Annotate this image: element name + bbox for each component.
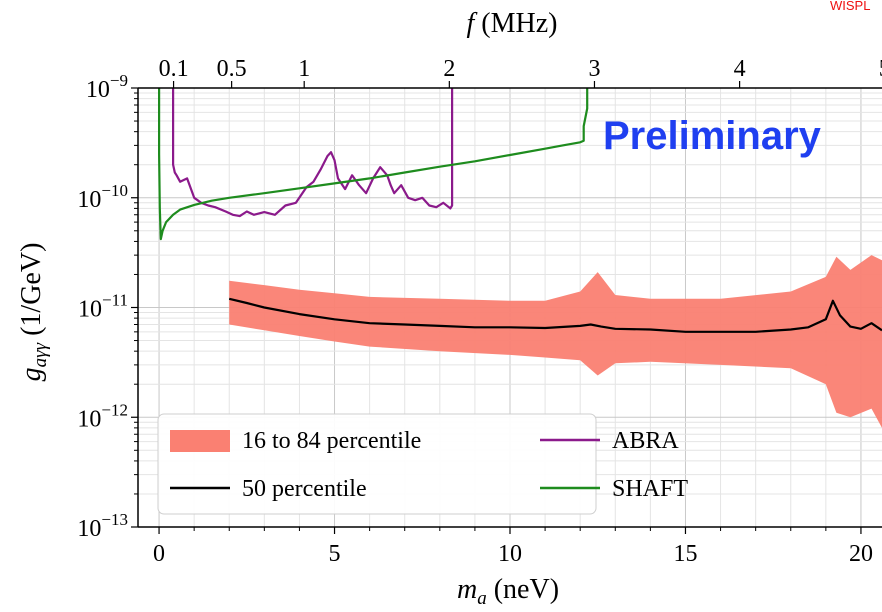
y-tick-label: 10−10 — [77, 181, 128, 213]
watermark-text: WISPL — [830, 0, 870, 13]
legend: 16 to 84 percentile 50 percentile ABRA SHAF… — [157, 413, 688, 515]
x-tick-label: 15 — [673, 541, 697, 567]
y-tick-label: 10−12 — [77, 400, 128, 432]
legend-swatch-16-to-84-percentile — [170, 430, 230, 452]
series-line-abra — [172, 88, 454, 218]
plot-area — [158, 88, 882, 428]
legend-box — [157, 413, 597, 515]
top-tick-label: 0.1 — [159, 56, 189, 82]
x-tick-label: 20 — [849, 541, 873, 567]
legend-label-16-to-84-percentile: 16 to 84 percentile — [242, 428, 421, 454]
axes: 0 5 10 15 20 10−13 10−12 10−11 10−10 10−9 0.1 0.5 1 2… — [77, 56, 882, 567]
top-tick-label: 3 — [588, 56, 600, 82]
x-tick-label: 10 — [498, 541, 522, 567]
series-line-shaft — [158, 88, 589, 241]
top-x-axis-label: f (MHz) — [467, 8, 558, 39]
top-tick-label: 5 — [879, 56, 882, 82]
y-tick-label: 10−9 — [86, 71, 128, 103]
annotation-preliminary: Preliminary — [603, 114, 822, 158]
x-tick-label: 0 — [153, 541, 165, 567]
top-tick-label: 1 — [298, 56, 310, 82]
legend-label-shaft: SHAFT — [612, 476, 688, 502]
series-band-16-84-percentile — [229, 255, 882, 428]
y-tick-label: 10−11 — [78, 291, 128, 323]
series-line-50-percentile — [228, 297, 882, 333]
legend-label-abra: ABRA — [612, 428, 679, 454]
top-tick-label: 4 — [734, 56, 746, 82]
y-axis-label: gaγγ (1/GeV) — [16, 243, 51, 382]
y-tick-label: 10−13 — [77, 510, 128, 542]
x-axis-label: ma (neV) — [457, 574, 559, 609]
top-tick-label: 2 — [443, 56, 455, 82]
x-tick-label: 5 — [329, 541, 341, 567]
top-tick-label: 0.5 — [217, 56, 247, 82]
legend-label-50-percentile: 50 percentile — [242, 476, 367, 502]
